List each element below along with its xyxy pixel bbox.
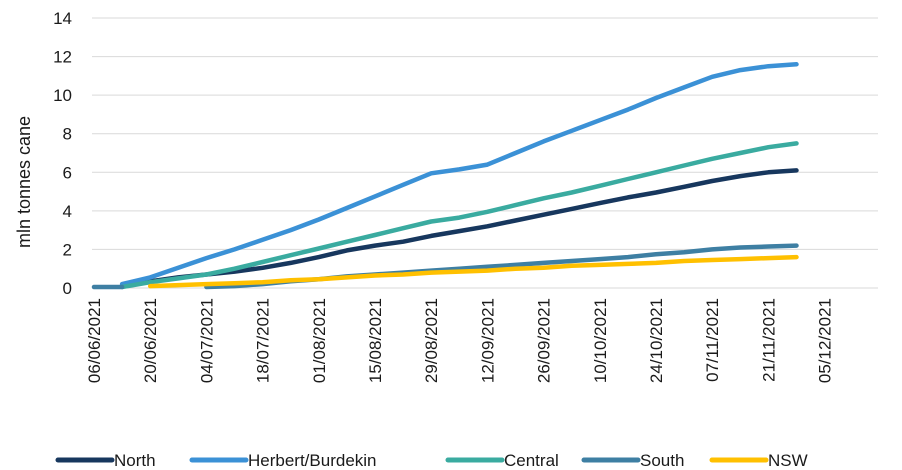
- x-tick-label: 07/11/2021: [703, 298, 722, 382]
- y-axis-title: mln tonnes cane: [14, 116, 34, 248]
- x-tick-label: 21/11/2021: [759, 298, 778, 382]
- series-nsw: [147, 254, 799, 289]
- y-tick-label: 12: [53, 48, 72, 67]
- x-tick-label: 06/06/2021: [85, 298, 104, 383]
- x-tick-label: 24/10/2021: [647, 298, 666, 383]
- series-central: [119, 141, 799, 290]
- legend-item: NSW: [709, 451, 808, 470]
- series-line: [91, 243, 799, 290]
- x-tick-label: 20/06/2021: [141, 298, 160, 383]
- x-tick-label: 04/07/2021: [197, 298, 216, 383]
- x-tick-label: 26/09/2021: [535, 298, 554, 383]
- legend-label: South: [640, 451, 684, 470]
- x-tick-label: 18/07/2021: [254, 298, 273, 383]
- series-herbert-burdekin: [119, 62, 799, 287]
- legend: North Herbert/Burdekin Central South NSW: [55, 451, 808, 470]
- x-tick-label: 01/08/2021: [310, 298, 329, 383]
- y-tick-label: 4: [63, 202, 72, 221]
- x-tick-label: 10/10/2021: [591, 298, 610, 383]
- series-line: [119, 141, 799, 290]
- x-axis-ticks: 06/06/2021 20/06/2021 04/07/2021 18/07/2021…: [85, 298, 835, 383]
- x-tick-label: 29/08/2021: [422, 298, 441, 383]
- y-tick-label: 8: [63, 125, 72, 144]
- legend-label: Central: [504, 451, 559, 470]
- y-tick-label: 2: [63, 240, 72, 259]
- legend-label: North: [114, 451, 156, 470]
- legend-item: North: [55, 451, 156, 470]
- series-lines: [91, 62, 799, 290]
- x-tick-label: 05/12/2021: [816, 298, 835, 383]
- y-tick-label: 10: [53, 86, 72, 105]
- x-tick-label: 12/09/2021: [478, 298, 497, 383]
- legend-label: NSW: [768, 451, 808, 470]
- series-line: [147, 254, 799, 289]
- x-tick-label: 15/08/2021: [366, 298, 385, 383]
- series-south: [91, 243, 799, 290]
- y-tick-label: 0: [63, 279, 72, 298]
- legend-item: Central: [445, 451, 559, 470]
- y-tick-label: 14: [53, 9, 72, 28]
- legend-label: Herbert/Burdekin: [248, 451, 377, 470]
- legend-item: South: [581, 451, 684, 470]
- y-tick-label: 6: [63, 163, 72, 182]
- legend-item: Herbert/Burdekin: [189, 451, 377, 470]
- y-axis-ticks: 0 2 4 6 8 10 12 14: [53, 9, 72, 298]
